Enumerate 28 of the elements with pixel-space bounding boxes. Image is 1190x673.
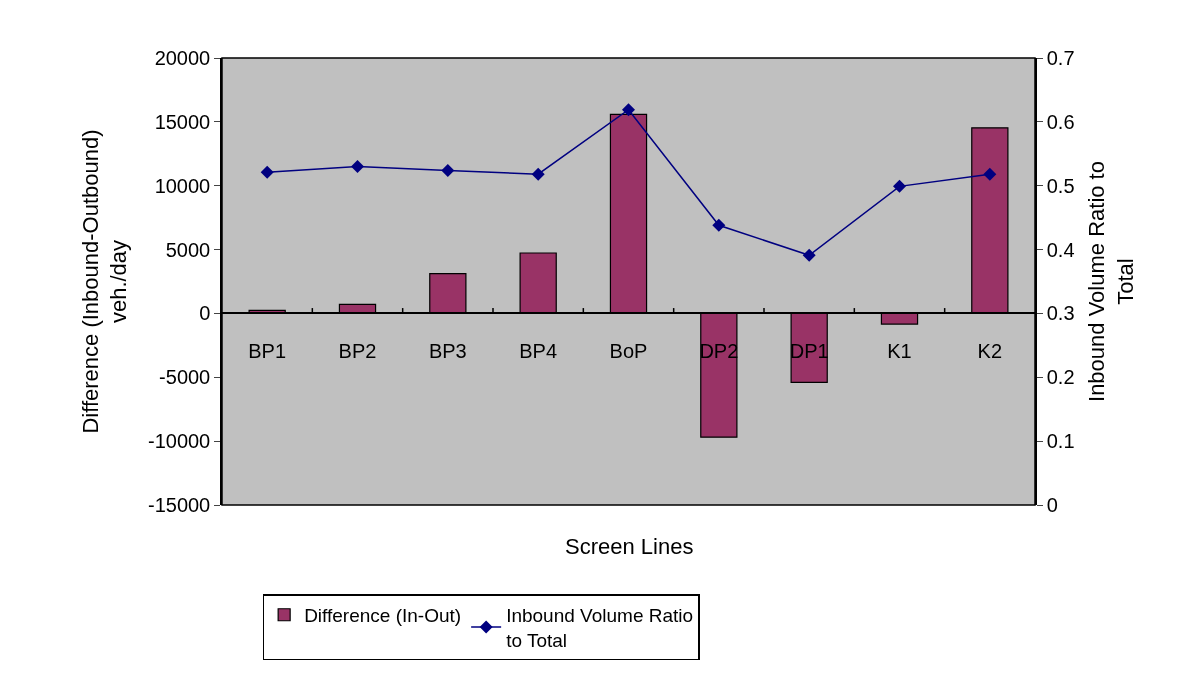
y2-axis-title: Inbound Volume Ratio to Total xyxy=(1083,161,1138,402)
x-axis-title: Screen Lines xyxy=(565,534,694,559)
y2-tick-label: 0.1 xyxy=(1046,430,1075,453)
y-tick-label: -15000 xyxy=(147,494,211,516)
y2-tick-label: 0.6 xyxy=(1046,110,1075,133)
x-tick-label: BP1 xyxy=(248,340,287,363)
legend-label: Difference (In-Out) xyxy=(304,605,462,627)
y-tick-label: -10000 xyxy=(147,430,211,453)
y2-tick-label: 0.5 xyxy=(1046,174,1075,197)
y-tick-label: 15000 xyxy=(154,110,211,133)
x-tick-label: BoP xyxy=(609,340,648,363)
y-tick-label: 10000 xyxy=(154,174,211,197)
y2-tick-label: 0.4 xyxy=(1046,238,1075,261)
x-tick-label: K2 xyxy=(977,340,1003,363)
x-tick-label: BP3 xyxy=(428,340,467,363)
y-tick-label: 20000 xyxy=(154,47,211,69)
x-tick-label: BP2 xyxy=(338,340,377,363)
legend-label: Inbound Volume Ratio to Total xyxy=(506,605,694,651)
y-tick-label: -5000 xyxy=(159,366,211,389)
y2-tick-label: 0 xyxy=(1046,494,1058,516)
y2-tick-label: 0.3 xyxy=(1046,302,1075,325)
x-tick-label: BP4 xyxy=(519,340,558,363)
x-tick-label: K1 xyxy=(887,340,912,363)
y-tick-label: 5000 xyxy=(165,238,211,261)
y2-tick-label: 0.2 xyxy=(1046,366,1075,389)
y2-tick-label: 0.7 xyxy=(1046,47,1075,69)
y-tick-label: 0 xyxy=(199,302,211,325)
y-axis-title: Difference (Inbound-Outbound) veh./day xyxy=(77,129,132,434)
